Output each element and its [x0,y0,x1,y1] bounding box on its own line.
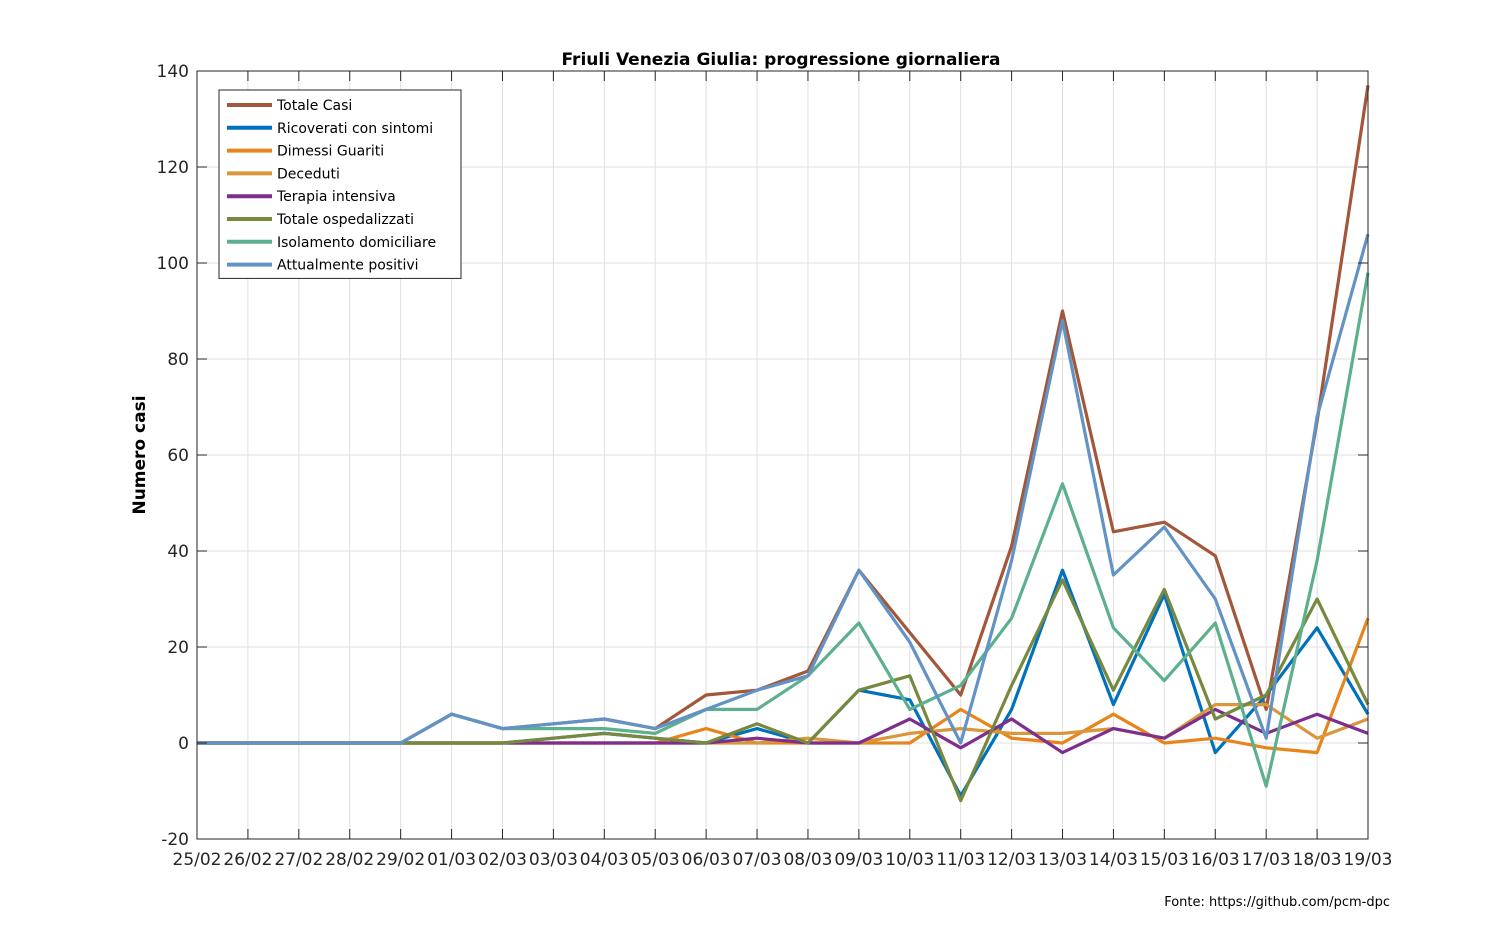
series-line [197,233,1370,745]
x-tick-label: 09/03 [834,850,883,870]
x-tick-label: 11/03 [936,850,985,870]
legend: Totale Casi Ricoverati con sintomi Dimessi… [218,89,462,279]
x-tick-label: 16/03 [1191,850,1240,870]
x-tick-label: 25/02 [173,850,222,870]
tick-labels: -20 0 20 40 60 80 100 120 140 25/02 26/02 27/02 28/0… [157,62,1393,870]
y-tick-label: 20 [167,638,189,658]
legend-entry: Isolamento domiciliare [277,235,436,251]
series-lines [197,85,1370,803]
x-tick-label: 26/02 [223,850,272,870]
y-tick-label: 40 [167,542,189,562]
legend-entry: Ricoverati con sintomi [277,121,433,137]
y-tick-label: 140 [157,62,189,82]
source-note: Fonte: https://github.com/pcm-dpc [1164,895,1390,910]
legend-entry: Attualmente positivi [277,258,419,274]
x-tick-label: 15/03 [1140,850,1189,870]
x-tick-label: 10/03 [885,850,934,870]
x-tick-label: 19/03 [1344,850,1393,870]
x-tick-label: 17/03 [1242,850,1291,870]
x-tick-label: 08/03 [783,850,832,870]
x-tick-label: 02/03 [478,850,527,870]
legend-entry: Totale Casi [276,98,352,114]
legend-entry: Totale ospedalizzati [276,212,414,228]
x-tick-label: 14/03 [1089,850,1138,870]
y-tick-label: -20 [161,830,189,850]
x-tick-label: 27/02 [274,850,323,870]
y-tick-label: 60 [167,446,189,466]
chart-title: Friuli Venezia Giulia: progressione gior… [562,50,1001,70]
y-tick-label: 100 [157,254,189,274]
legend-box [218,89,462,279]
x-tick-label: 04/03 [580,850,629,870]
y-tick-label: 120 [157,158,189,178]
axes [196,70,1369,840]
y-tick-label: 0 [178,734,189,754]
x-tick-label: 06/03 [682,850,731,870]
x-tick-label: 12/03 [987,850,1036,870]
x-tick-label: 01/03 [427,850,476,870]
x-tick-label: 05/03 [631,850,680,870]
x-tick-label: 07/03 [733,850,782,870]
legend-entry: Dimessi Guariti [277,144,384,160]
x-tick-label: 13/03 [1038,850,1087,870]
x-tick-label: 28/02 [325,850,374,870]
x-tick-label: 18/03 [1293,850,1342,870]
y-tick-label: 80 [167,350,189,370]
legend-entry: Terapia intensiva [276,189,396,205]
x-tick-label: 03/03 [529,850,578,870]
y-axis-label: Numero casi [130,395,150,514]
legend-entry: Deceduti [277,166,340,182]
x-tick-label: 29/02 [376,850,425,870]
